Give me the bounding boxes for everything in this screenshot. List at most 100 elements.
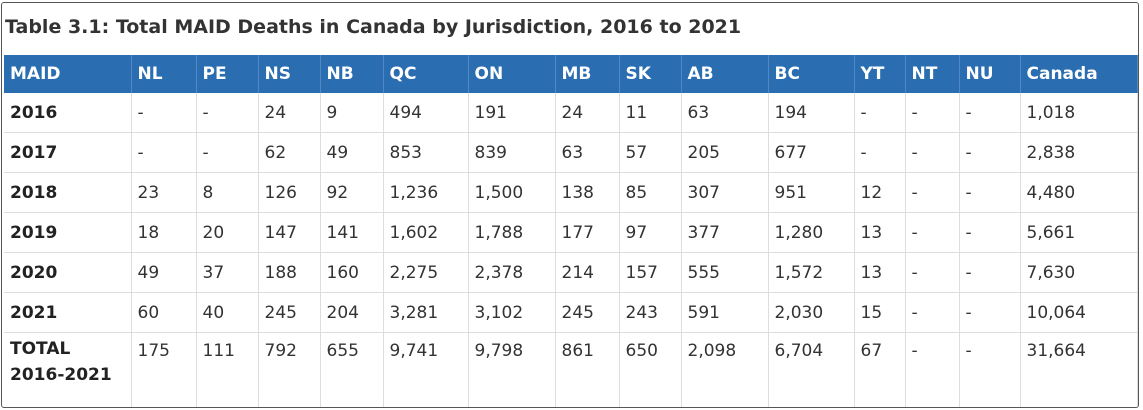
- column-header-ns: NS: [258, 55, 321, 93]
- table-cell: -: [959, 172, 1021, 213]
- table-cell: -: [905, 132, 960, 173]
- table-cell: 49: [320, 132, 384, 173]
- table-cell: -: [959, 212, 1021, 253]
- table-cell: 9: [320, 93, 384, 133]
- table-cell: -: [196, 93, 259, 133]
- table-cell: 191: [468, 93, 556, 133]
- table-cell: 655: [320, 332, 384, 407]
- row-header-cell: 2021: [4, 292, 132, 333]
- column-header-ab: AB: [681, 55, 769, 93]
- table-cell: -: [131, 93, 197, 133]
- table-cell: -: [959, 93, 1021, 133]
- table-cell: 2,275: [383, 252, 469, 293]
- table-cell: 1,018: [1020, 93, 1138, 133]
- table-cell: -: [905, 172, 960, 213]
- table-cell: 18: [131, 212, 197, 253]
- table-cell: 63: [555, 132, 620, 173]
- table-cell: 15: [854, 292, 906, 333]
- table-cell: 205: [681, 132, 769, 173]
- table-cell: 1,602: [383, 212, 469, 253]
- column-header-qc: QC: [383, 55, 469, 93]
- table-cell: 24: [555, 93, 620, 133]
- header-row: MAID NL PE NS NB QC ON MB SK AB BC YT NT NU Canada: [4, 55, 1138, 93]
- maid-deaths-table: MAID NL PE NS NB QC ON MB SK AB BC YT NT NU Canada 201…: [4, 55, 1138, 407]
- table-cell: 1,788: [468, 212, 556, 253]
- table-cell: -: [905, 93, 960, 133]
- table-cell: 243: [619, 292, 682, 333]
- table-cell: -: [905, 212, 960, 253]
- table-cell: 7,630: [1020, 252, 1138, 293]
- table-cell: 157: [619, 252, 682, 293]
- column-header-canada: Canada: [1020, 55, 1138, 93]
- table-cell: 1,236: [383, 172, 469, 213]
- table-cell: -: [905, 252, 960, 293]
- table-cell: 1,572: [768, 252, 855, 293]
- row-header-cell: TOTAL 2016-2021: [4, 332, 132, 407]
- table-cell: 555: [681, 252, 769, 293]
- table-cell: -: [196, 132, 259, 173]
- table-cell: 853: [383, 132, 469, 173]
- table-cell: 245: [555, 292, 620, 333]
- table-cell: 63: [681, 93, 769, 133]
- table-row: 2017- -62 49 853 839 63 57 205 677- - -2,838: [4, 132, 1138, 173]
- table-cell: 13: [854, 252, 906, 293]
- table-cell: 214: [555, 252, 620, 293]
- table-cell: 24: [258, 93, 321, 133]
- table-cell: 3,281: [383, 292, 469, 333]
- table-cell: 85: [619, 172, 682, 213]
- table-cell: 177: [555, 212, 620, 253]
- column-header-on: ON: [468, 55, 556, 93]
- table-cell: 650: [619, 332, 682, 407]
- table-cell: 839: [468, 132, 556, 173]
- column-header-pe: PE: [196, 55, 259, 93]
- column-header-nb: NB: [320, 55, 384, 93]
- table-cell: 9,741: [383, 332, 469, 407]
- table-cell: 951: [768, 172, 855, 213]
- table-cell: 23: [131, 172, 197, 213]
- table-cell: 175: [131, 332, 197, 407]
- table-cell: 13: [854, 212, 906, 253]
- table-cell: 20: [196, 212, 259, 253]
- table-cell: 37: [196, 252, 259, 293]
- table-row: 2021 60 40 245 204 3,281 3,102 245 243 591 2,030 15…: [4, 292, 1138, 333]
- table-row: 2016- -24 9 494 191 24 11 63 194- - -1,018: [4, 93, 1138, 133]
- table-cell: 377: [681, 212, 769, 253]
- table-cell: 1,280: [768, 212, 855, 253]
- table-cell: 2,378: [468, 252, 556, 293]
- table-cell: 111: [196, 332, 259, 407]
- table-cell: 2,030: [768, 292, 855, 333]
- table-cell: 147: [258, 212, 321, 253]
- table-cell: 1,500: [468, 172, 556, 213]
- table-cell: 792: [258, 332, 321, 407]
- table-cell: -: [854, 132, 906, 173]
- table-cell: 5,661: [1020, 212, 1138, 253]
- table-row: 2018 23 8 126 92 1,236 1,500 138 85 307 951 12- -4,4…: [4, 172, 1138, 213]
- table-cell: 861: [555, 332, 620, 407]
- table-cell: 160: [320, 252, 384, 293]
- table-cell: -: [905, 292, 960, 333]
- table-row: 2019 18 20 147 141 1,602 1,788 177 97 377 1,280 13-…: [4, 212, 1138, 253]
- table-cell: 40: [196, 292, 259, 333]
- table-cell: -: [959, 252, 1021, 293]
- column-header-maid: MAID: [4, 55, 132, 93]
- table-cell: 6,704: [768, 332, 855, 407]
- table-cell: -: [905, 332, 960, 407]
- table-cell: -: [959, 332, 1021, 407]
- table-cell: 11: [619, 93, 682, 133]
- table-row: TOTAL 2016-2021 175 111 792 655 9,741 9,798 861…: [4, 332, 1138, 407]
- table-cell: 62: [258, 132, 321, 173]
- table-cell: 67: [854, 332, 906, 407]
- table-cell: 92: [320, 172, 384, 213]
- table-cell: 245: [258, 292, 321, 333]
- row-header-cell: 2018: [4, 172, 132, 213]
- column-header-mb: MB: [555, 55, 620, 93]
- table-cell: 10,064: [1020, 292, 1138, 333]
- table-cell: -: [959, 132, 1021, 173]
- table-cell: 138: [555, 172, 620, 213]
- table-cell: 188: [258, 252, 321, 293]
- table-cell: 591: [681, 292, 769, 333]
- table-cell: 60: [131, 292, 197, 333]
- table-cell: 2,098: [681, 332, 769, 407]
- table-cell: -: [959, 292, 1021, 333]
